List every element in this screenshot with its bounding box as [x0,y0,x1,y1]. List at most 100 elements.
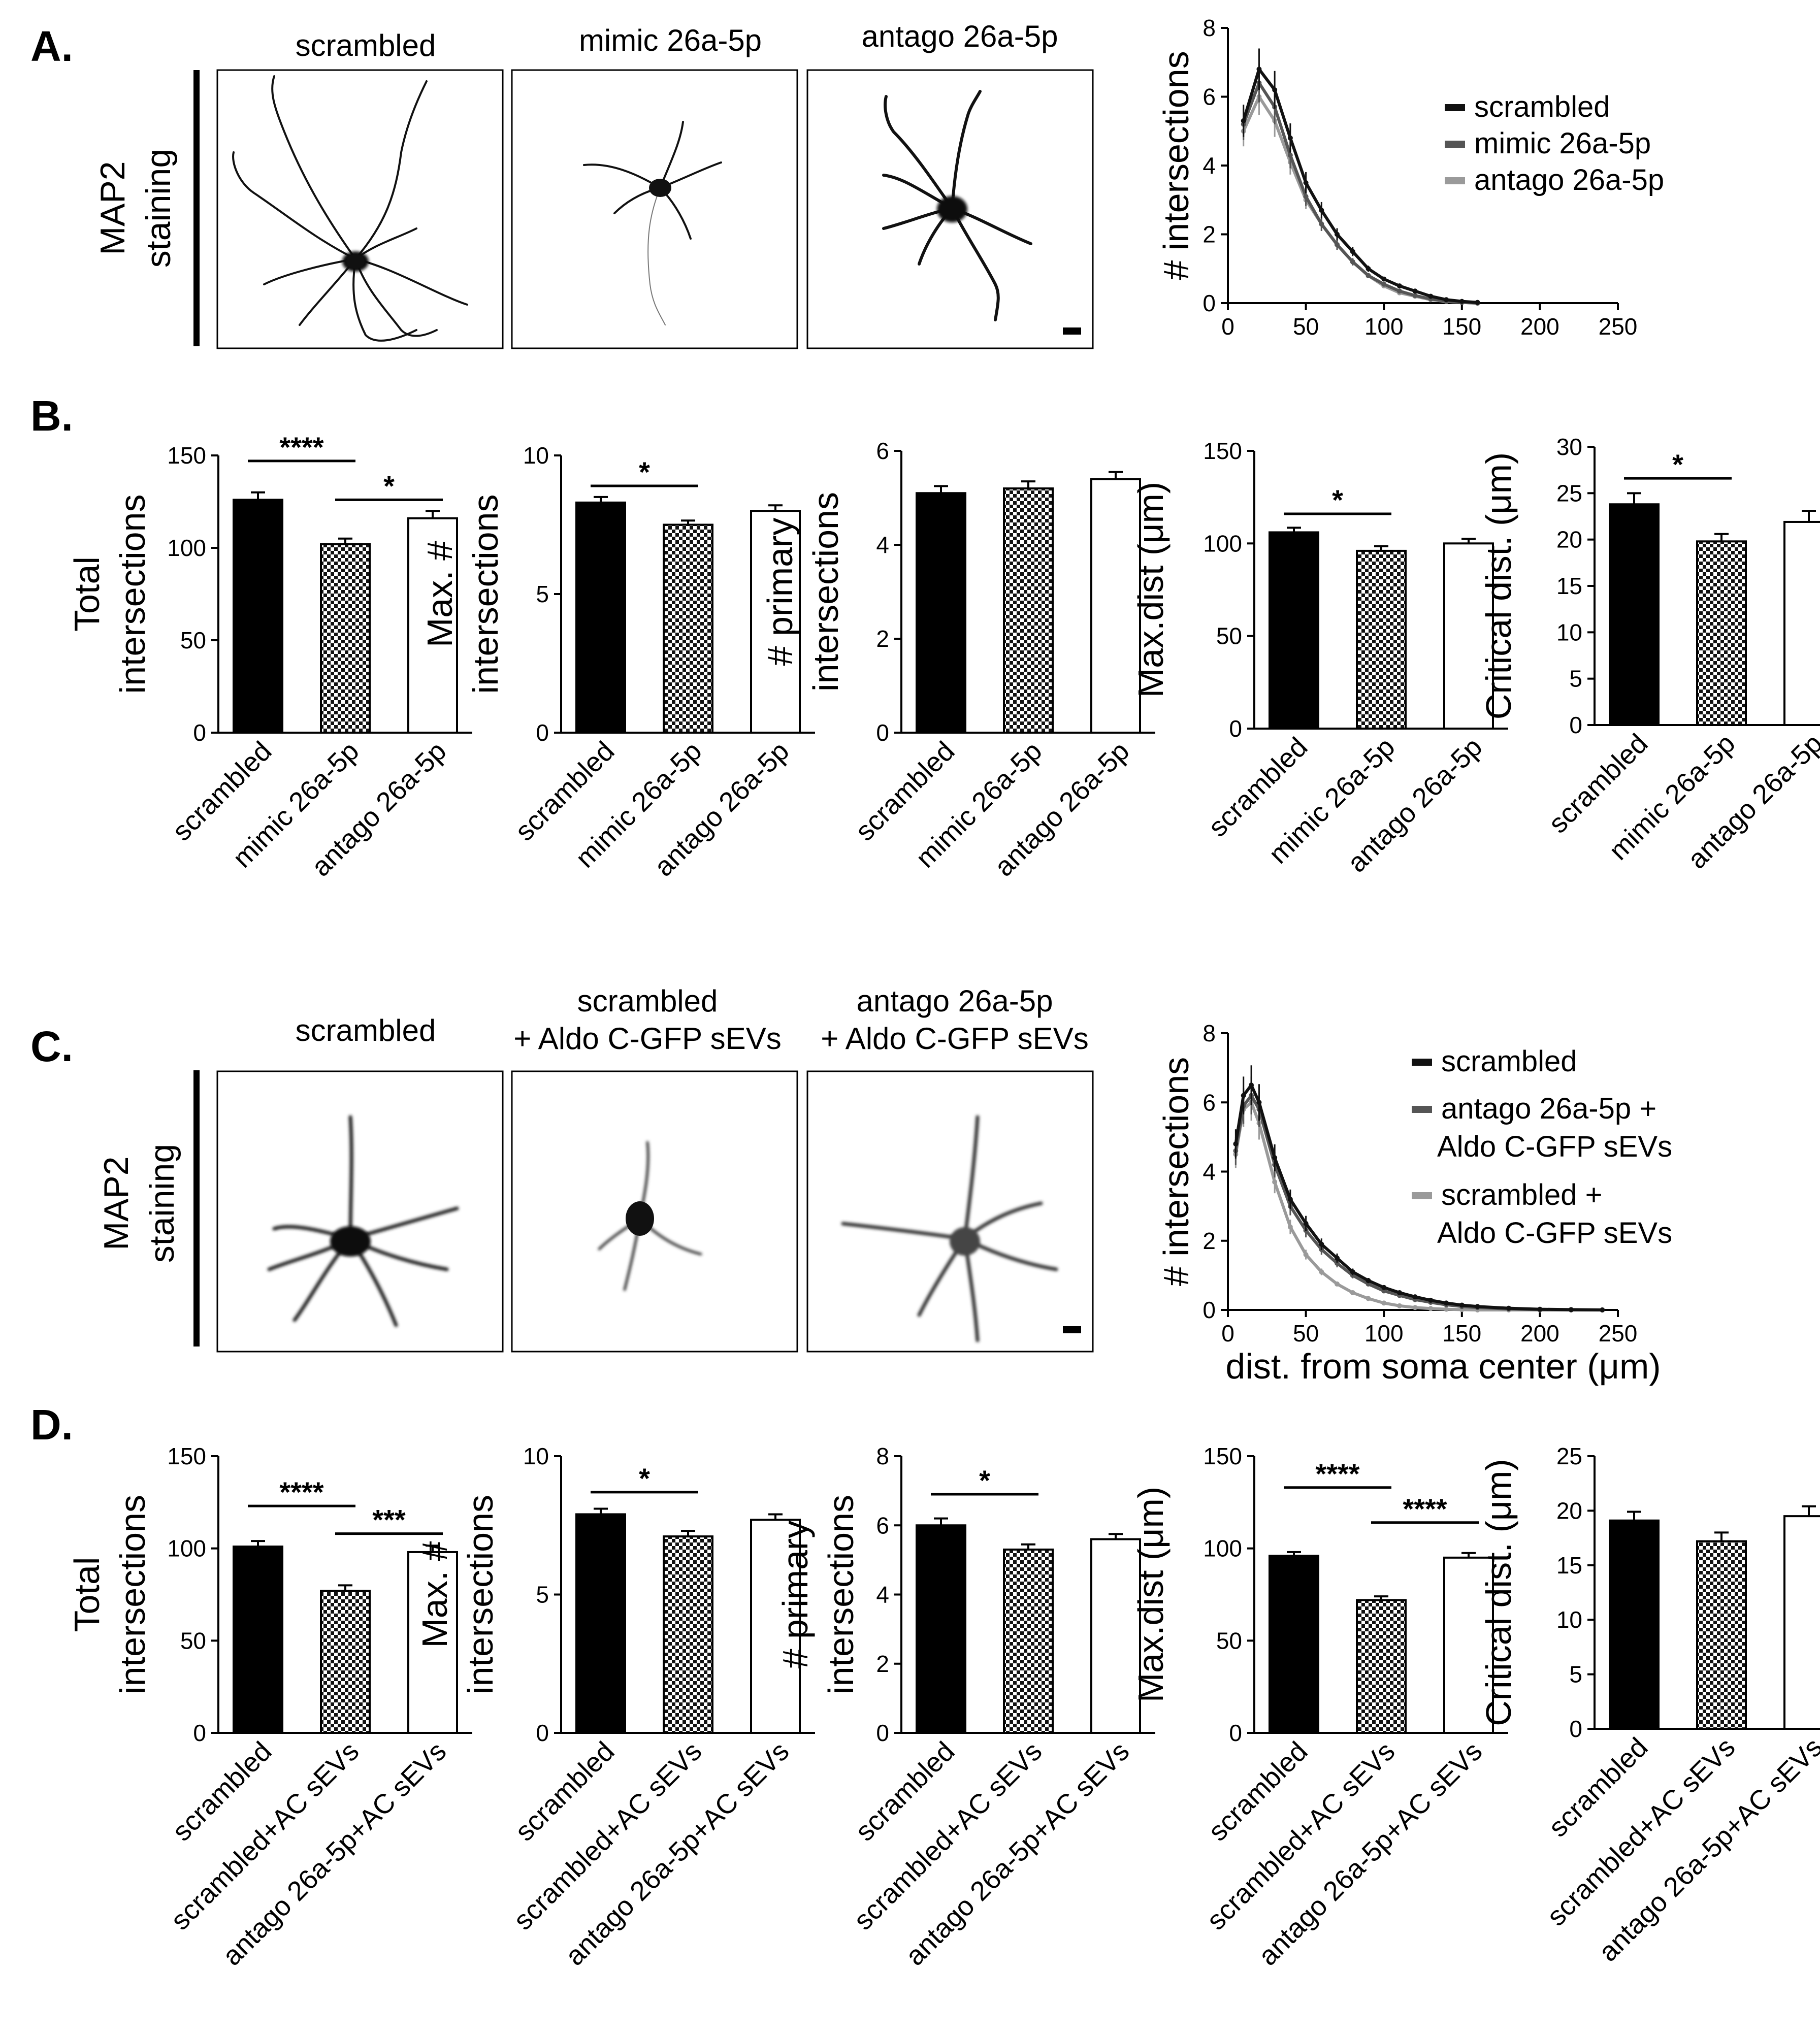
y-axis-label: Critical dist. (μm) [1479,452,1518,719]
panel-letter-a: A. [30,22,73,70]
data-point [1459,1302,1465,1308]
legend-label: scrambled + [1441,1178,1603,1211]
bar [233,1546,283,1734]
legend-label: Aldo C-GFP sEVs [1437,1130,1672,1163]
data-point [1287,1197,1293,1202]
y-tick-label: 15 [1556,1552,1582,1579]
legend-label: mimic 26a-5p [1474,127,1651,160]
bar [1090,1538,1141,1734]
data-point [1350,1269,1355,1275]
data-point [1350,259,1355,265]
data-point [1381,1285,1387,1290]
data-point [1350,1290,1355,1295]
y-tick-label: 6 [876,438,889,464]
data-point [1241,1093,1246,1098]
data-point [1381,1300,1387,1306]
y-tick-label: 0 [193,1720,206,1746]
data-point [1412,1305,1418,1310]
significance-label: * [383,470,395,502]
y-axis-label: intersections [113,495,152,694]
significance-label: **** [279,1476,323,1508]
y-tick-label: 2 [876,1651,889,1677]
bar [916,492,966,734]
y-axis-label: Critical dist. (μm) [1479,1459,1518,1726]
legend-label: scrambled [1474,90,1610,123]
y-tick-label: 10 [523,1443,549,1469]
micrograph-c3 [806,1070,1094,1353]
y-tick-label: 0 [1229,715,1242,742]
data-point [1428,1297,1434,1303]
micrograph-c2 [511,1070,798,1353]
x-axis-label: dist. from soma center (μm) [1225,1347,1661,1386]
y-tick-label: 25 [1556,1443,1582,1469]
y-tick-label: 20 [1556,527,1582,553]
data-point [1319,1241,1324,1247]
significance-label: * [639,456,650,488]
data-point [1319,221,1324,227]
y-axis-label: intersections [461,1495,500,1694]
y-axis-label: Total [67,1557,107,1632]
data-point [1428,1306,1434,1311]
y-axis-label: # primary [775,1521,815,1669]
series-line [1242,95,1478,305]
data-point [1366,273,1371,278]
legend-label: antago 26a-5p + [1441,1092,1656,1125]
data-point [1335,1255,1340,1261]
data-point [1568,1307,1574,1312]
y-axis-label: intersections [466,495,505,694]
x-tick-label: 150 [1442,1320,1481,1347]
y-tick-label: 5 [536,581,549,607]
x-tick-label: 200 [1520,313,1559,340]
data-point [1475,1304,1480,1309]
y-tick-label: 5 [1569,666,1582,692]
y-axis-label: Max.dist (μm) [1131,1487,1171,1702]
data-point [1249,1082,1254,1088]
y-tick-label: 20 [1556,1497,1582,1524]
y-tick-label: 8 [1202,15,1216,41]
y-tick-label: 0 [193,719,206,746]
y-tick-label: 0 [876,1720,889,1746]
y-axis-label: Max.dist (μm) [1131,482,1171,698]
data-point [1233,1141,1239,1146]
y-axis-label: Max. # [420,541,460,647]
bar [1783,520,1820,726]
image-c2-title-line2: + Aldo C-GFP sEVs [513,1022,781,1056]
y-tick-label: 10 [523,442,549,469]
x-tick-label: 200 [1520,1320,1559,1347]
micrograph-c1 [216,1070,504,1353]
bar [1443,542,1494,730]
data-point [1459,299,1465,304]
bar [320,543,371,734]
x-tick-label: 250 [1599,313,1638,340]
bar [1356,1599,1407,1734]
y-tick-label: 4 [1202,152,1216,179]
data-point [1444,1306,1449,1312]
significance-label: * [979,1464,990,1496]
micrograph-a2 [511,69,798,349]
data-point [1335,232,1340,237]
y-axis-label: intersections [113,1495,152,1694]
y-axis-label: Total [67,556,107,632]
panel-letter-c: C. [30,1023,73,1070]
x-tick-label: 50 [1293,1320,1319,1347]
data-point [1428,293,1434,299]
data-point [1335,242,1340,247]
legend-label: Aldo C-GFP sEVs [1437,1217,1672,1250]
x-tick-label: 0 [1221,313,1234,340]
legend-label: scrambled [1441,1045,1577,1078]
neuron-drawing [232,75,468,342]
y-tick-label: 2 [1202,221,1216,248]
image-c2-title-line1: scrambled [577,984,718,1018]
bar [1090,478,1141,734]
data-point [1381,281,1387,287]
bar [1003,487,1054,734]
significance-label: **** [279,431,323,463]
y-tick-label: 6 [876,1512,889,1538]
data-point [1256,1100,1262,1105]
y-tick-label: 150 [167,442,206,469]
image-c3-title-line1: antago 26a-5p [856,984,1053,1018]
y-tick-label: 4 [876,532,889,558]
